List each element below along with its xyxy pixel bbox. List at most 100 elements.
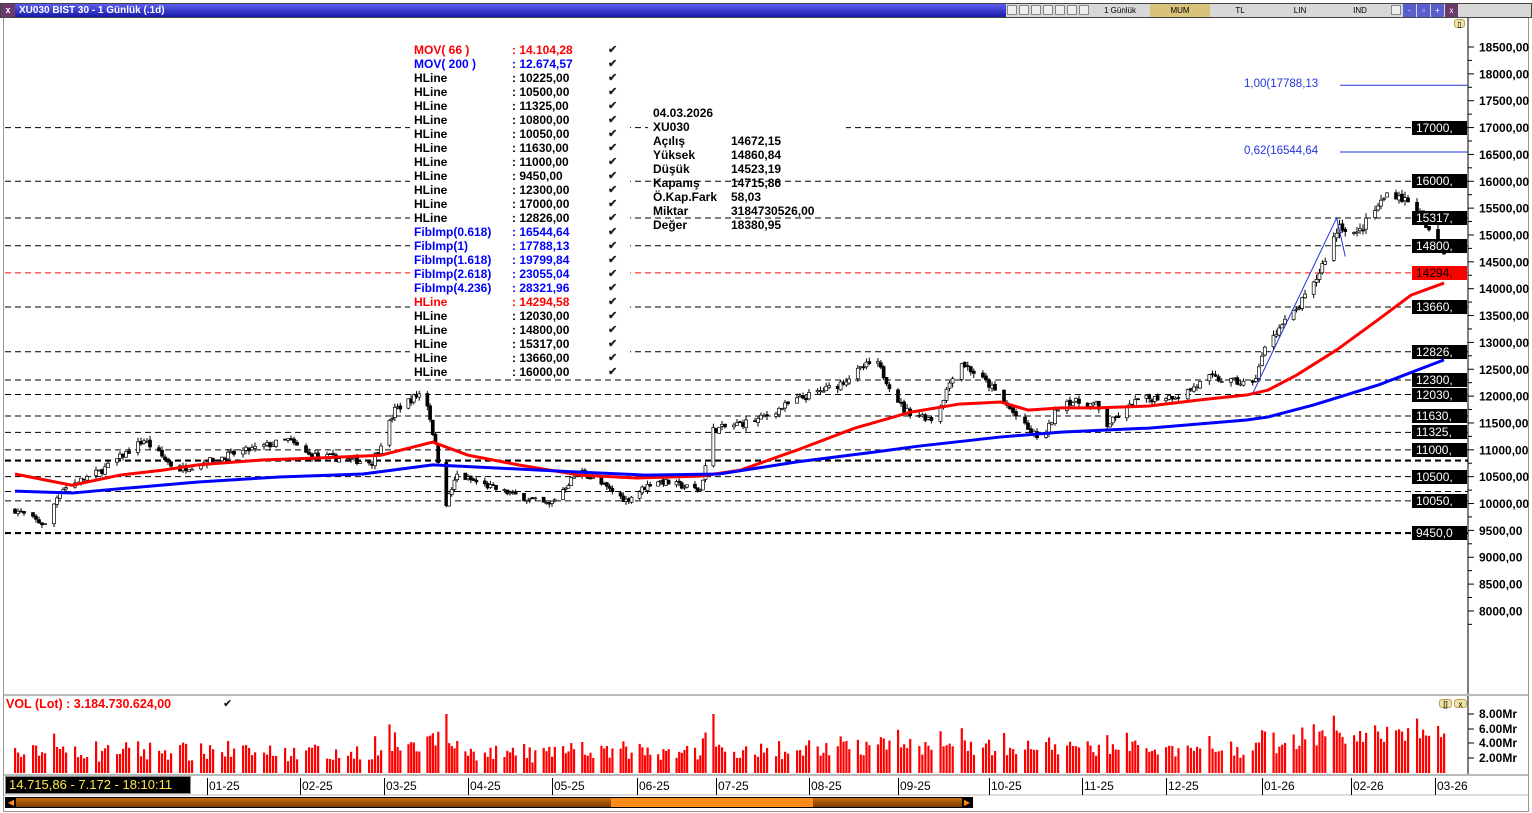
- candle-body: [1116, 416, 1121, 418]
- tool-icon[interactable]: [1019, 5, 1029, 15]
- legend-row[interactable]: HLine: 10500,00 ✔: [410, 85, 622, 99]
- close-window-icon[interactable]: x: [1445, 4, 1458, 17]
- legend-row[interactable]: HLine: 14800,00 ✔: [410, 323, 622, 337]
- arrows-icon[interactable]: [1079, 5, 1089, 15]
- legend-row[interactable]: HLine: 11325,00 ✔: [410, 99, 622, 113]
- scroll-right-icon[interactable]: ▶: [962, 798, 972, 807]
- candle-body: [896, 389, 900, 403]
- candle-body: [847, 378, 852, 384]
- legend-row[interactable]: FibImp(2.618): 23055,04 ✔: [410, 267, 622, 281]
- legend-row[interactable]: HLine: 12300,00 ✔: [410, 183, 622, 197]
- hline-price-label: 11000,: [1412, 442, 1467, 457]
- candle-body: [1403, 197, 1407, 202]
- legend-row[interactable]: HLine: 10050,00 ✔: [410, 127, 622, 141]
- legend-row[interactable]: HLine: 10225,00 ✔: [410, 71, 622, 85]
- volume-close-button[interactable]: x: [1454, 699, 1467, 709]
- volume-bar: [472, 751, 475, 773]
- volume-bar: [570, 743, 573, 773]
- tool-icon[interactable]: [1043, 5, 1053, 15]
- legend-row[interactable]: HLine: 12030,00 ✔: [410, 309, 622, 323]
- pencil-icon[interactable]: [1067, 5, 1077, 15]
- checkmark-icon[interactable]: ✔: [608, 226, 618, 238]
- volume-bar: [23, 754, 26, 773]
- legend-row[interactable]: HLine: 17000,00 ✔: [410, 197, 622, 211]
- legend-row[interactable]: HLine: 16000,00 ✔: [410, 365, 622, 379]
- mode-tl[interactable]: TL: [1235, 6, 1245, 15]
- legend-row[interactable]: HLine: 15317,00 ✔: [410, 337, 622, 351]
- checkmark-icon[interactable]: ✔: [223, 698, 233, 710]
- close-icon[interactable]: x: [1, 4, 15, 17]
- checkmark-icon[interactable]: ✔: [608, 366, 618, 378]
- legend-row[interactable]: FibImp(1.618): 19799,84 ✔: [410, 253, 622, 267]
- period-selector[interactable]: 1 Günlük: [1103, 6, 1137, 15]
- legend-row[interactable]: FibImp(4.236): 28321,96 ✔: [410, 281, 622, 295]
- checkmark-icon[interactable]: ✔: [608, 142, 618, 154]
- legend-row[interactable]: FibImp(1): 17788,13 ✔: [410, 239, 622, 253]
- candle-body: [411, 394, 416, 403]
- volume-bar: [332, 759, 335, 773]
- legend-row[interactable]: HLine: 11000,00 ✔: [410, 155, 622, 169]
- mode-mum[interactable]: MUM: [1150, 4, 1210, 17]
- legend-row[interactable]: HLine: 14294,58 ✔: [410, 295, 622, 309]
- horizontal-scrollbar[interactable]: ◀ ▶: [5, 797, 973, 808]
- checkmark-icon[interactable]: ✔: [608, 352, 618, 364]
- candle-body: [1192, 386, 1196, 392]
- panel-restore-button[interactable]: ▯: [1454, 19, 1465, 29]
- settings-icon[interactable]: [1391, 5, 1401, 15]
- checkmark-icon[interactable]: ✔: [608, 254, 618, 266]
- volume-bar: [760, 743, 763, 773]
- volume-bar: [927, 745, 930, 773]
- candle-body: [765, 414, 769, 417]
- checkmark-icon[interactable]: ✔: [608, 324, 618, 336]
- candle-body: [1185, 389, 1190, 400]
- volume-bar: [1257, 742, 1261, 773]
- checkmark-icon[interactable]: ✔: [608, 212, 618, 224]
- checkmark-icon[interactable]: ✔: [608, 184, 618, 196]
- volume-bar: [1398, 729, 1401, 773]
- legend-row[interactable]: HLine: 10800,00 ✔: [410, 113, 622, 127]
- mode-lin[interactable]: LIN: [1293, 6, 1307, 15]
- volume-bar: [622, 741, 625, 773]
- mode-ind[interactable]: IND: [1353, 6, 1367, 15]
- volume-restore-button[interactable]: []: [1439, 699, 1452, 709]
- checkmark-icon[interactable]: ✔: [608, 114, 618, 126]
- maximize-icon[interactable]: +: [1431, 4, 1444, 17]
- checkmark-icon[interactable]: ✔: [608, 338, 618, 350]
- checkmark-icon[interactable]: ✔: [608, 58, 618, 70]
- checkmark-icon[interactable]: ✔: [608, 282, 618, 294]
- candle-body: [430, 419, 435, 435]
- candle-body: [163, 456, 167, 461]
- legend-row[interactable]: HLine: 12826,00 ✔: [410, 211, 622, 225]
- scroll-left-icon[interactable]: ◀: [6, 798, 16, 807]
- candle-body: [1323, 260, 1328, 265]
- checkmark-icon[interactable]: ✔: [608, 128, 618, 140]
- legend-row[interactable]: MOV( 200 ): 12.674,57 ✔: [410, 57, 622, 71]
- volume-bar: [1078, 747, 1081, 773]
- legend-row[interactable]: MOV( 66 ): 14.104,28 ✔: [410, 43, 622, 57]
- legend-row[interactable]: FibImp(0.618): 16544,64 ✔: [410, 225, 622, 239]
- minimize-icon[interactable]: -: [1403, 4, 1416, 17]
- scrollbar-thumb[interactable]: [611, 798, 813, 807]
- checkmark-icon[interactable]: ✔: [608, 170, 618, 182]
- checkmark-icon[interactable]: ✔: [608, 310, 618, 322]
- tool-icon[interactable]: [1007, 5, 1017, 15]
- volume-bar: [1263, 731, 1267, 773]
- checkmark-icon[interactable]: ✔: [608, 86, 618, 98]
- checkmark-icon[interactable]: ✔: [608, 268, 618, 280]
- checkmark-icon[interactable]: ✔: [608, 296, 618, 308]
- legend-row[interactable]: HLine: 9450,00 ✔: [410, 169, 622, 183]
- legend-row[interactable]: HLine: 11630,00 ✔: [410, 141, 622, 155]
- checkmark-icon[interactable]: ✔: [608, 240, 618, 252]
- volume-bar: [819, 755, 822, 773]
- checkmark-icon[interactable]: ✔: [608, 156, 618, 168]
- tool-icon[interactable]: [1031, 5, 1041, 15]
- checkmark-icon[interactable]: ✔: [608, 100, 618, 112]
- tool-icon[interactable]: [1055, 5, 1065, 15]
- checkmark-icon[interactable]: ✔: [608, 44, 618, 56]
- checkmark-icon[interactable]: ✔: [608, 198, 618, 210]
- candle-body: [677, 480, 681, 483]
- legend-row[interactable]: HLine: 13660,00 ✔: [410, 351, 622, 365]
- restore-icon[interactable]: ▫: [1417, 4, 1430, 17]
- checkmark-icon[interactable]: ✔: [608, 72, 618, 84]
